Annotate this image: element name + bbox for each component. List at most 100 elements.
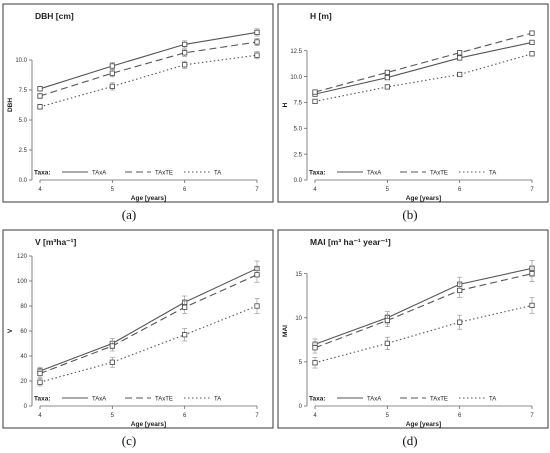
series-line bbox=[314, 267, 533, 345]
data-point bbox=[457, 50, 463, 56]
x-tick-label: 6 bbox=[458, 413, 462, 419]
y-tick-label: 60 bbox=[20, 329, 27, 335]
series-line bbox=[314, 32, 533, 93]
series-line bbox=[39, 41, 258, 97]
data-point bbox=[529, 271, 535, 277]
legend: Taxa: TAxA TAxTE TA bbox=[309, 396, 496, 403]
legend-label: TAxTE bbox=[430, 170, 448, 176]
x-tick-label: 4 bbox=[313, 413, 317, 419]
series-line bbox=[39, 305, 258, 383]
data-point bbox=[182, 50, 188, 56]
series-ta bbox=[37, 298, 260, 387]
y-tick-label: 80 bbox=[20, 304, 27, 310]
legend-title: Taxa: bbox=[34, 396, 51, 403]
y-axis-label: H bbox=[282, 102, 289, 107]
data-point bbox=[37, 104, 43, 110]
y-tick-label: 40 bbox=[20, 354, 27, 360]
data-point bbox=[254, 272, 260, 278]
y-axis: 0.0 2.5 5.0 7.5 10.0 bbox=[15, 58, 33, 184]
data-point bbox=[384, 84, 390, 90]
data-point bbox=[109, 83, 115, 89]
chart-panel-c: V [m³ha⁻¹] 0 20 40 60 80 100 120 V 4 5 6 7 Age [years… bbox=[0, 226, 275, 431]
series-line bbox=[314, 53, 533, 102]
legend-label: TAxA bbox=[367, 170, 381, 176]
y-axis: 0 20 40 60 80 100 120 bbox=[17, 254, 33, 410]
x-tick-label: 7 bbox=[530, 413, 534, 419]
y-tick-label: 20 bbox=[20, 379, 27, 385]
series-ta bbox=[312, 297, 535, 369]
data-point bbox=[529, 302, 535, 309]
legend: Taxa: TAxA TAxTE TA bbox=[309, 170, 496, 177]
data-point bbox=[312, 89, 318, 95]
series-ta bbox=[37, 51, 260, 110]
legend-label: TAxA bbox=[367, 396, 381, 402]
data-point bbox=[182, 41, 188, 48]
y-axis: 0 5 10 15 bbox=[295, 272, 308, 410]
panel-frame bbox=[2, 229, 274, 429]
x-tick-label: 5 bbox=[386, 187, 390, 193]
y-tick-label: 15 bbox=[295, 272, 302, 278]
data-point bbox=[37, 379, 43, 385]
chart-title: DBH [cm] bbox=[35, 11, 74, 21]
x-axis-label: Age [years] bbox=[131, 421, 166, 428]
data-point bbox=[529, 51, 535, 57]
legend-title: Taxa: bbox=[34, 170, 51, 177]
data-point bbox=[312, 345, 318, 351]
data-point bbox=[457, 55, 463, 61]
y-tick-label: 5.0 bbox=[294, 126, 303, 132]
series-line bbox=[39, 31, 258, 90]
chart-panel-d: MAI [m³ ha⁻¹ year⁻¹] 0 5 10 15 MAI 4 5 6 7 Age [ye… bbox=[275, 226, 550, 431]
panel-frame bbox=[277, 3, 549, 203]
series-line bbox=[314, 273, 533, 349]
caption-b: (b) bbox=[402, 207, 418, 222]
x-axis-label: Age [years] bbox=[406, 421, 441, 428]
x-tick-label: 6 bbox=[183, 187, 187, 193]
x-tick-label: 4 bbox=[38, 187, 42, 193]
y-tick-label: 10.0 bbox=[290, 75, 302, 81]
y-tick-label: 100 bbox=[17, 279, 28, 285]
x-tick-label: 7 bbox=[255, 413, 259, 419]
chart-title: MAI [m³ ha⁻¹ year⁻¹] bbox=[310, 237, 391, 247]
data-point bbox=[109, 343, 115, 349]
series-taxte bbox=[37, 38, 260, 99]
x-axis: 4 5 6 7 bbox=[38, 405, 259, 419]
data-point bbox=[37, 93, 43, 99]
data-point bbox=[457, 71, 463, 78]
x-axis-label: Age [years] bbox=[131, 195, 166, 202]
y-tick-label: 5 bbox=[299, 360, 303, 366]
data-point bbox=[37, 370, 43, 377]
data-point bbox=[182, 332, 188, 338]
data-point bbox=[254, 39, 260, 45]
legend: Taxa: TAxA TAxTE TA bbox=[34, 396, 221, 403]
x-tick-label: 7 bbox=[530, 187, 534, 193]
legend-label: TAxTE bbox=[155, 170, 173, 176]
data-point bbox=[312, 98, 318, 104]
series-line bbox=[39, 274, 258, 375]
panel-frame bbox=[277, 229, 549, 429]
height-chart: H [m] 0.0 2.5 5.0 7.5 10.0 12.5 H 4 5 6 7 Age [years… bbox=[277, 3, 549, 203]
series-ta bbox=[312, 51, 535, 104]
data-point bbox=[182, 62, 188, 68]
y-tick-label: 10 bbox=[295, 316, 302, 322]
y-tick-label: 2.5 bbox=[294, 152, 303, 158]
data-point bbox=[384, 69, 390, 76]
y-axis-label: DBH bbox=[7, 98, 14, 112]
caption-c: (c) bbox=[121, 433, 137, 448]
x-tick-label: 4 bbox=[313, 187, 317, 193]
data-point bbox=[384, 74, 390, 81]
legend-label: TA bbox=[214, 170, 221, 176]
y-tick-label: 10.0 bbox=[15, 58, 27, 64]
legend-label: TAxA bbox=[92, 170, 106, 176]
y-axis: 0.0 2.5 5.0 7.5 10.0 12.5 bbox=[290, 49, 308, 184]
legend: Taxa: TAxA TAxTE TA bbox=[34, 170, 221, 177]
y-axis-label: MAI bbox=[282, 325, 289, 337]
y-axis-label: V bbox=[7, 328, 14, 333]
data-point bbox=[109, 359, 115, 365]
x-tick-label: 6 bbox=[183, 413, 187, 419]
data-point bbox=[457, 287, 463, 294]
data-point bbox=[384, 317, 390, 324]
x-tick-label: 5 bbox=[386, 413, 390, 419]
y-tick-label: 0.0 bbox=[19, 178, 28, 184]
y-tick-label: 5.0 bbox=[19, 118, 28, 124]
data-point bbox=[182, 304, 188, 310]
